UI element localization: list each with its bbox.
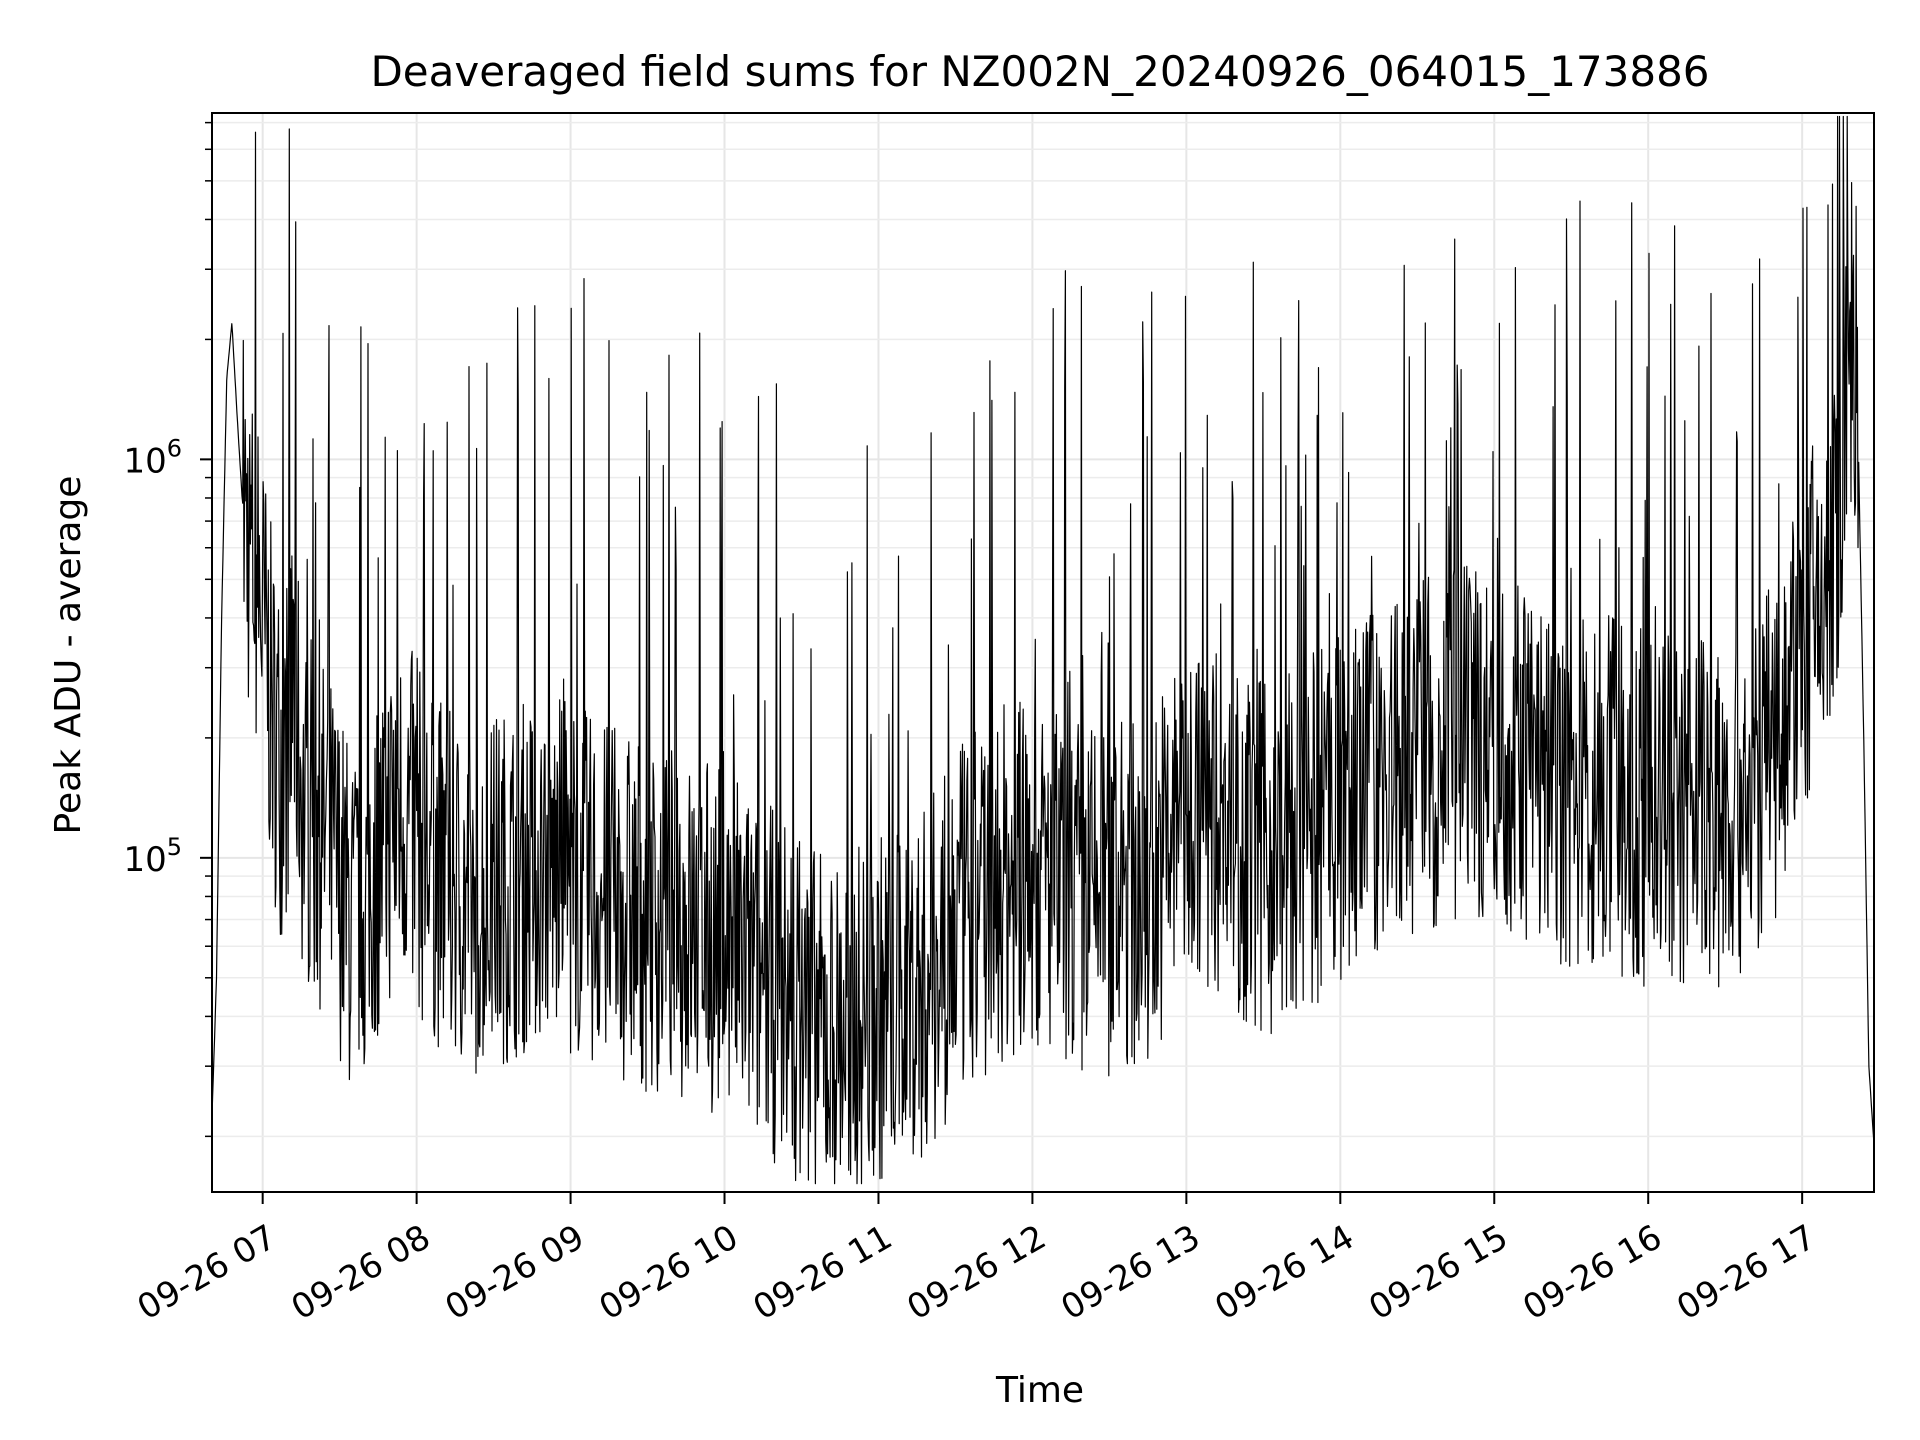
x-tick-label: 09-26 12 [901,1217,1053,1328]
y-axis-label: Peak ADU - average [48,476,89,835]
chart-title: Deaveraged field sums for NZ002N_2024092… [370,47,1709,96]
series-line [211,115,1875,1185]
x-tick-label: 09-26 09 [439,1217,591,1328]
x-tick-label: 09-26 14 [1208,1217,1360,1328]
grid-lines [212,113,1874,1192]
y-tick-label: 106 [123,434,182,481]
x-tick-label: 09-26 08 [285,1217,437,1328]
x-tick-label: 09-26 10 [593,1217,745,1328]
x-tick-label: 09-26 13 [1054,1217,1206,1328]
x-axis-label: Time [995,1370,1084,1411]
series-line-layer [211,115,1875,1185]
x-tick-label: 09-26 17 [1670,1217,1822,1328]
x-tick-label: 09-26 15 [1362,1217,1514,1328]
x-tick-label: 09-26 11 [747,1217,899,1328]
x-tick-label: 09-26 07 [131,1217,283,1328]
x-tick-label: 09-26 16 [1516,1217,1668,1328]
y-tick-label: 105 [123,833,182,880]
plot-frame [211,112,1875,1193]
